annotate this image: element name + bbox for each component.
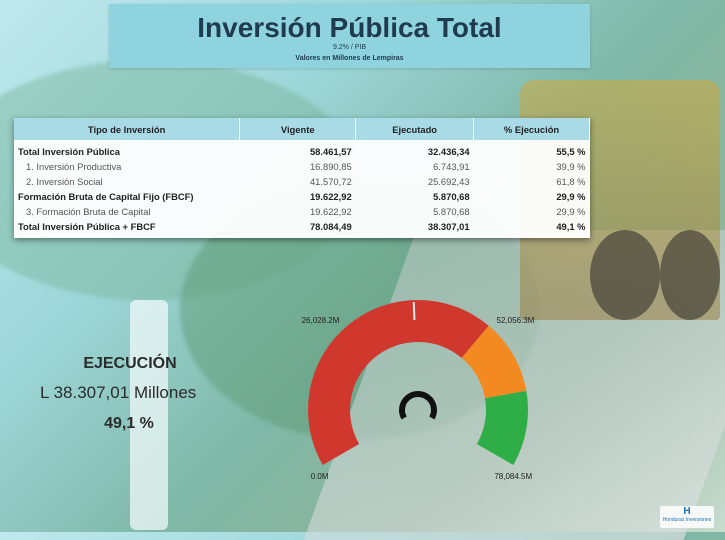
execution-title: EJECUCIÓN (83, 355, 177, 372)
execution-summary: EJECUCIÓN L 38.307,01 Millones 49,1 % (40, 355, 210, 433)
gauge-band-0 (308, 300, 489, 465)
row-label: 2. Inversión Social (26, 176, 103, 187)
row-pct: 29,9 % (556, 191, 586, 202)
row-label: Formación Bruta de Capital Fijo (FBCF) (18, 191, 194, 202)
execution-amount-line: L 38.307,01 Millones (40, 383, 210, 403)
units-subtitle: Valores en Millones de Lempiras (295, 55, 404, 62)
row-vigente: 41.570,72 (309, 176, 352, 187)
execution-unit: Millones (133, 383, 197, 402)
row-ejecutado: 32.436,34 (427, 146, 470, 157)
table-row[interactable]: Formación Bruta de Capital Fijo (FBCF) 19… (14, 189, 590, 204)
row-vigente: 19.622,92 (309, 191, 352, 202)
row-pct: 49,1 % (556, 221, 586, 232)
row-label: 3. Formación Bruta de Capital (26, 206, 151, 217)
row-ejecutado: 38.307,01 (427, 221, 470, 232)
row-ejecutado: 25.692,43 (427, 176, 470, 187)
row-vigente: 16.890,85 (309, 161, 352, 172)
row-pct: 29,9 % (556, 206, 586, 217)
row-pct: 55,5 % (556, 146, 586, 157)
header-banner: Inversión Pública Total 9.2% / PIB Valor… (109, 4, 590, 68)
gauge-label-max: 78,084.5M (494, 472, 532, 481)
table-row[interactable]: 1. Inversión Productiva 16.890,85 6.743,91… (14, 159, 590, 174)
row-ejecutado: 6.743,91 (433, 161, 470, 172)
execution-gauge: 0.0M 78,084.5M 26,028.2M 52,056.3M (302, 300, 535, 481)
page-title: Inversión Pública Total (197, 12, 502, 43)
table-row[interactable]: 3. Formación Bruta de Capital 19.622,92 5.… (14, 204, 590, 219)
honduras-logo: H Honduras Inversiones (660, 506, 714, 528)
row-label: Total Inversión Pública (18, 146, 120, 157)
row-vigente: 19.622,92 (309, 206, 352, 217)
gauge-needle (412, 302, 416, 321)
table-row[interactable]: 2. Inversión Social 41.570,72 25.692,43 61,… (14, 174, 590, 189)
row-ejecutado: 5.870,68 (433, 206, 470, 217)
logo-text: Honduras Inversiones (662, 517, 712, 523)
currency-symbol: L (40, 383, 49, 402)
row-ejecutado: 5.870,68 (433, 191, 470, 202)
table-header-row: Tipo de Inversión Vigente Ejecutado % Ej… (14, 118, 590, 140)
gauge-label-tick1: 26,028.2M (302, 316, 340, 325)
column-header-type[interactable]: Tipo de Inversión (14, 118, 241, 140)
row-label: Total Inversión Pública + FBCF (18, 221, 156, 232)
execution-amount: 38.307,01 (53, 383, 130, 402)
row-vigente: 78.084,49 (309, 221, 352, 232)
row-pct: 61,8 % (556, 176, 586, 187)
row-vigente: 58.461,57 (309, 146, 352, 157)
gauge-label-tick2: 52,056.3M (497, 316, 535, 325)
row-label: 1. Inversión Productiva (26, 161, 122, 172)
execution-percent: 49,1 % (104, 415, 154, 432)
table-row[interactable]: Total Inversión Pública + FBCF 78.084,49 3… (14, 219, 590, 234)
gauge-band-2 (476, 390, 528, 465)
column-header-pct[interactable]: % Ejecución (473, 118, 590, 140)
investment-table: Tipo de Inversión Vigente Ejecutado % Ej… (14, 118, 590, 238)
gauge-band-1 (461, 325, 527, 399)
table-row[interactable]: Total Inversión Pública 58.461,57 32.436,3… (14, 140, 590, 159)
logo-letter: H (683, 506, 691, 517)
pib-subtitle: 9.2% / PIB (332, 44, 367, 51)
gauge-hub-icon (399, 391, 437, 420)
column-header-vigente[interactable]: Vigente (239, 118, 357, 140)
row-pct: 39,9 % (556, 161, 586, 172)
column-header-ejecutado[interactable]: Ejecutado (355, 118, 475, 140)
gauge-label-min: 0.0M (311, 472, 329, 481)
